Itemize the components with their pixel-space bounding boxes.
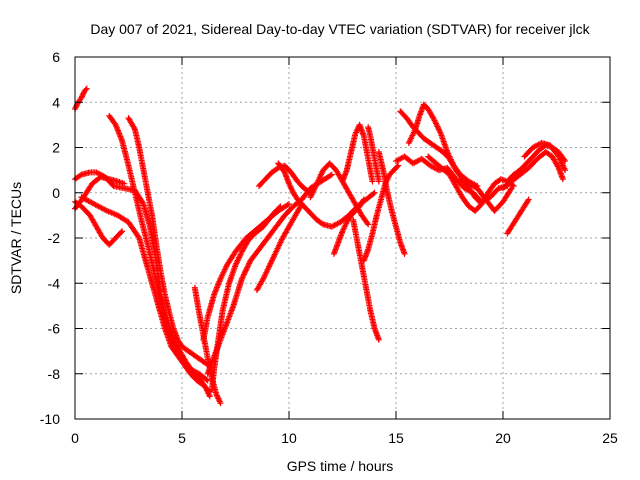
data-point	[375, 336, 382, 343]
data-point	[82, 86, 89, 93]
data-point	[365, 221, 372, 228]
data-point	[559, 176, 566, 183]
y-axis-ticks: -10 -8 -6 -4 -2 0 2 4 6	[40, 49, 610, 427]
series-29	[521, 139, 569, 174]
data-point	[73, 103, 80, 110]
data-point	[286, 201, 292, 208]
data-point	[243, 265, 250, 272]
data-points	[72, 85, 569, 407]
data-point	[284, 201, 291, 208]
data-point	[375, 178, 382, 185]
data-point	[524, 197, 531, 204]
y-axis-label: SDTVAR / TECUs	[8, 182, 24, 294]
data-point	[242, 268, 249, 275]
data-point	[217, 400, 224, 407]
data-point	[395, 162, 402, 169]
y-tick-label: 6	[52, 49, 60, 65]
data-point	[507, 186, 514, 193]
series-16	[330, 196, 367, 257]
x-tick-label: 20	[495, 430, 511, 446]
data-point	[318, 220, 325, 227]
chart-title: Day 007 of 2021, Sidereal Day-to-day VTE…	[90, 21, 590, 37]
data-point	[369, 178, 376, 185]
series-3	[72, 198, 126, 248]
data-point	[206, 393, 213, 400]
data-point	[78, 94, 85, 101]
data-point	[371, 189, 378, 196]
data-point	[327, 172, 334, 179]
data-point	[364, 220, 371, 227]
x-tick-label: 5	[178, 430, 186, 446]
grid	[75, 57, 610, 419]
data-point	[240, 272, 247, 279]
y-tick-label: -8	[48, 366, 61, 382]
series-6	[125, 115, 211, 368]
data-point	[360, 197, 367, 204]
data-point	[79, 92, 86, 99]
series-22	[405, 101, 481, 189]
series-18	[365, 124, 382, 185]
data-point	[118, 229, 125, 236]
series-26	[504, 196, 532, 237]
series-15	[339, 121, 376, 185]
data-point	[119, 228, 126, 235]
x-axis-label: GPS time / hours	[287, 458, 394, 474]
x-axis-ticks: 0 5 10 15 20 25	[71, 57, 618, 446]
data-point	[79, 93, 86, 100]
data-point	[245, 261, 252, 268]
series-9	[200, 201, 292, 343]
data-point	[240, 271, 247, 278]
data-point	[328, 171, 335, 178]
data-point	[370, 190, 377, 197]
data-point	[394, 163, 401, 170]
series-20	[375, 149, 408, 257]
series-28	[500, 149, 566, 192]
series-19	[360, 162, 402, 264]
data-point	[135, 233, 142, 240]
data-point	[204, 377, 211, 384]
data-point	[121, 180, 128, 187]
data-point	[360, 196, 367, 203]
x-tick-label: 10	[281, 430, 297, 446]
data-point	[239, 274, 246, 281]
series-10	[204, 171, 335, 377]
data-point	[562, 167, 569, 174]
data-point	[401, 250, 408, 257]
y-tick-label: 2	[52, 140, 60, 156]
y-tick-label: -2	[48, 230, 61, 246]
data-point	[139, 199, 146, 206]
series-14	[307, 160, 372, 228]
data-point	[244, 264, 251, 271]
data-point	[242, 267, 249, 274]
x-tick-label: 25	[602, 430, 618, 446]
y-tick-label: -10	[40, 411, 60, 427]
data-point	[238, 275, 245, 282]
data-point	[72, 104, 79, 111]
data-point	[77, 172, 84, 179]
y-tick-label: -6	[48, 321, 61, 337]
series-24	[425, 153, 517, 214]
x-tick-label: 15	[388, 430, 404, 446]
data-point	[83, 85, 90, 92]
y-tick-label: 4	[52, 94, 60, 110]
y-tick-label: -4	[48, 275, 61, 291]
data-point	[241, 270, 248, 277]
data-point	[246, 260, 253, 267]
series-25	[457, 176, 515, 214]
y-tick-label: 0	[52, 185, 60, 201]
x-tick-label: 0	[71, 430, 79, 446]
data-point	[80, 90, 87, 97]
data-point	[525, 196, 532, 203]
data-point	[508, 185, 515, 192]
data-point	[244, 263, 251, 270]
data-point	[203, 376, 210, 383]
